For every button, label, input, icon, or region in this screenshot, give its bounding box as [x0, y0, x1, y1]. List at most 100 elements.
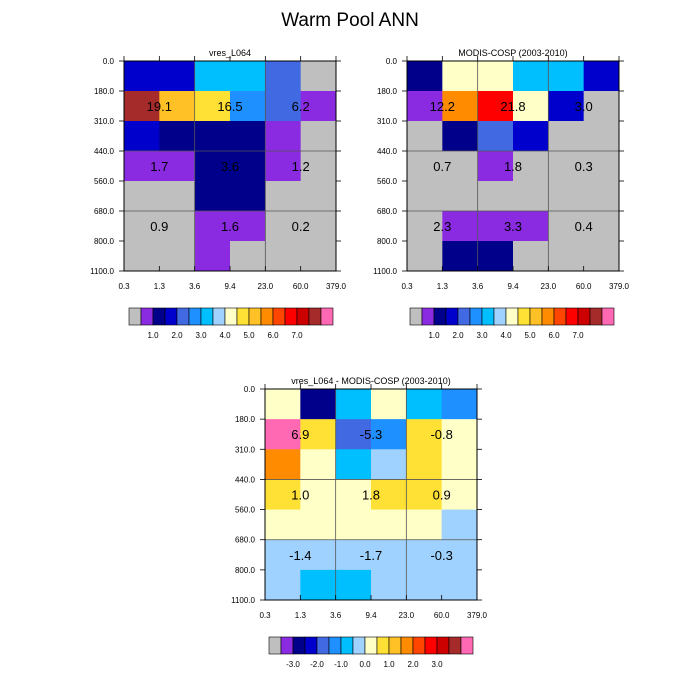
heatmap-cell [194, 211, 231, 242]
y-tick-label: 440.0 [377, 147, 398, 156]
y-tick-label: 310.0 [377, 117, 398, 126]
data-label: -5.3 [360, 427, 382, 442]
colorbar-label: -3.0 [286, 660, 300, 669]
colorbar-swatch [589, 307, 603, 326]
data-label: 21.8 [500, 99, 525, 114]
colorbar-swatch [364, 636, 378, 655]
heatmap-cell [124, 241, 160, 272]
x-tick-label: 23.0 [399, 611, 415, 620]
heatmap-cell [265, 91, 302, 122]
y-tick-label: 800.0 [235, 566, 256, 575]
y-tick-label: 440.0 [235, 475, 256, 484]
colorbar-swatch [260, 307, 274, 326]
heatmap-cell [230, 211, 266, 242]
data-label: 3.6 [221, 159, 239, 174]
heatmap-cell [513, 211, 549, 242]
data-label: 1.7 [150, 159, 168, 174]
x-tick-label: 0.3 [259, 611, 271, 620]
data-label: 6.9 [291, 427, 309, 442]
x-tick-label: 1.3 [154, 282, 166, 291]
heatmap-cell [442, 91, 479, 122]
data-label: -1.7 [360, 548, 382, 563]
data-label: 0.3 [575, 159, 593, 174]
heatmap-cell [371, 389, 407, 420]
data-label: 19.1 [147, 99, 172, 114]
colorbar-label: 1.0 [147, 331, 159, 340]
panel-title-modis: MODIS-COSP (2003-2010) [458, 48, 568, 58]
heatmap-cell [159, 241, 196, 272]
colorbar-swatch [388, 636, 402, 655]
y-tick-label: 1100.0 [231, 596, 255, 605]
heatmap-cell [477, 91, 514, 122]
heatmap-cell [300, 151, 337, 182]
colorbar-label: 2.0 [171, 331, 183, 340]
colorbar-label: 4.0 [500, 331, 512, 340]
heatmap-cell [194, 61, 231, 92]
colorbar-swatch [212, 307, 226, 326]
colorbar-swatch [316, 636, 330, 655]
colorbar-swatch [577, 307, 591, 326]
heatmap-cell [300, 509, 337, 541]
heatmap-cell [441, 479, 478, 511]
heatmap-cell [159, 151, 196, 182]
data-label: -0.8 [430, 427, 452, 442]
heatmap-cell [548, 151, 585, 182]
y-tick-label: 680.0 [377, 207, 398, 216]
heatmap-cell [406, 569, 443, 601]
colorbar-swatch [304, 636, 318, 655]
heatmap-cell [265, 389, 301, 420]
colorbar-swatch [248, 307, 262, 326]
heatmap-cell [335, 569, 372, 601]
heatmap-cell [124, 121, 160, 152]
heatmap-cell [583, 61, 620, 92]
data-label: 0.4 [575, 219, 593, 234]
x-tick-label: 9.4 [224, 282, 236, 291]
colorbar-label: 4.0 [219, 331, 231, 340]
heatmap-cell [159, 181, 196, 212]
heatmap-cell [300, 389, 337, 420]
y-tick-label: 180.0 [235, 415, 256, 424]
heatmap-cell [124, 181, 160, 212]
y-tick-label: 310.0 [235, 445, 256, 454]
colorbar-swatch [128, 307, 142, 326]
heatmap-cell [513, 91, 549, 122]
colorbar-label: 5.0 [243, 331, 255, 340]
heatmap-cell [265, 449, 301, 480]
x-tick-label: 60.0 [434, 611, 450, 620]
heatmap-cell [300, 449, 337, 480]
colorbar-swatch [292, 636, 306, 655]
colorbar-swatch [505, 307, 519, 326]
heatmap-cell [300, 241, 337, 272]
heatmap-cell [441, 389, 478, 420]
heatmap-cell [441, 509, 478, 541]
heatmap-cell [371, 569, 407, 601]
data-label: 0.9 [433, 488, 451, 503]
x-tick-label: 9.4 [507, 282, 519, 291]
heatmap-cell [442, 121, 479, 152]
heatmap-cell [300, 211, 337, 242]
y-tick-label: 440.0 [94, 147, 115, 156]
colorbar-swatch [448, 636, 462, 655]
data-label: 1.0 [291, 488, 309, 503]
data-label: 16.5 [217, 99, 242, 114]
heatmap-cell [265, 539, 301, 571]
heatmap-cell [265, 61, 302, 92]
colorbar-swatch [400, 636, 414, 655]
y-tick-label: 180.0 [377, 87, 398, 96]
y-tick-label: 1100.0 [90, 267, 114, 276]
heatmap-cell [406, 389, 443, 420]
y-tick-label: 560.0 [94, 177, 115, 186]
colorbar-swatch [553, 307, 567, 326]
heatmap-cell [583, 241, 620, 272]
heatmap-cell [265, 509, 301, 541]
x-tick-label: 379.0 [467, 611, 488, 620]
colorbar-swatch [352, 636, 366, 655]
colorbar-swatch [409, 307, 423, 326]
heatmap-cell [442, 241, 479, 272]
heatmap-cell [441, 569, 478, 601]
colorbar-label: 3.0 [431, 660, 443, 669]
heatmap-cell [194, 91, 231, 122]
heatmap-cell [583, 211, 620, 242]
colorbar-label: 2.0 [407, 660, 419, 669]
